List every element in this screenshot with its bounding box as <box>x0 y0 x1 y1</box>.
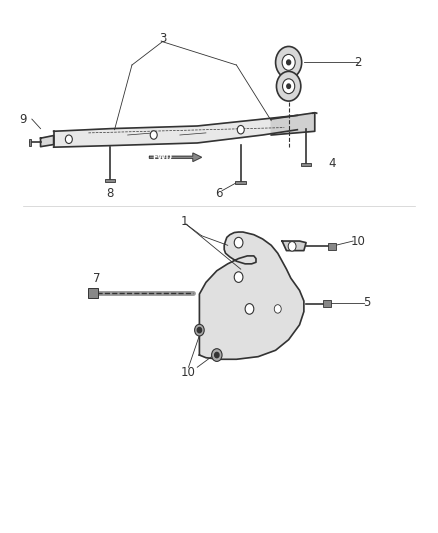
Bar <box>88 288 98 298</box>
Text: 10: 10 <box>351 235 366 247</box>
Circle shape <box>276 46 302 78</box>
Circle shape <box>245 304 254 314</box>
Bar <box>105 179 116 182</box>
Polygon shape <box>271 113 315 135</box>
Polygon shape <box>149 153 201 161</box>
Text: 1: 1 <box>180 215 188 228</box>
Text: FWD: FWD <box>152 153 173 162</box>
Circle shape <box>276 71 301 101</box>
Circle shape <box>274 305 281 313</box>
Circle shape <box>234 237 243 248</box>
Text: 10: 10 <box>181 366 196 379</box>
Circle shape <box>287 60 290 64</box>
Circle shape <box>65 135 72 143</box>
Text: 8: 8 <box>106 187 114 200</box>
Circle shape <box>150 131 157 139</box>
Circle shape <box>212 349 222 361</box>
Circle shape <box>237 125 244 134</box>
Circle shape <box>283 79 295 94</box>
Text: 5: 5 <box>363 296 371 309</box>
Bar <box>235 181 247 184</box>
Text: 9: 9 <box>19 112 27 126</box>
Bar <box>328 243 336 249</box>
Text: 6: 6 <box>215 187 223 200</box>
Circle shape <box>197 327 201 333</box>
Text: 2: 2 <box>354 56 362 69</box>
Polygon shape <box>199 232 304 359</box>
Circle shape <box>215 352 219 358</box>
Circle shape <box>282 54 295 70</box>
Text: 3: 3 <box>159 32 166 45</box>
Bar <box>301 163 311 166</box>
Circle shape <box>234 272 243 282</box>
Text: 4: 4 <box>328 157 336 169</box>
Bar <box>29 139 32 146</box>
Circle shape <box>194 324 204 336</box>
Polygon shape <box>53 115 297 147</box>
Text: 7: 7 <box>93 272 101 285</box>
Bar <box>323 301 331 307</box>
Polygon shape <box>282 241 306 251</box>
Circle shape <box>287 84 290 88</box>
Circle shape <box>288 241 296 251</box>
Polygon shape <box>41 135 53 147</box>
